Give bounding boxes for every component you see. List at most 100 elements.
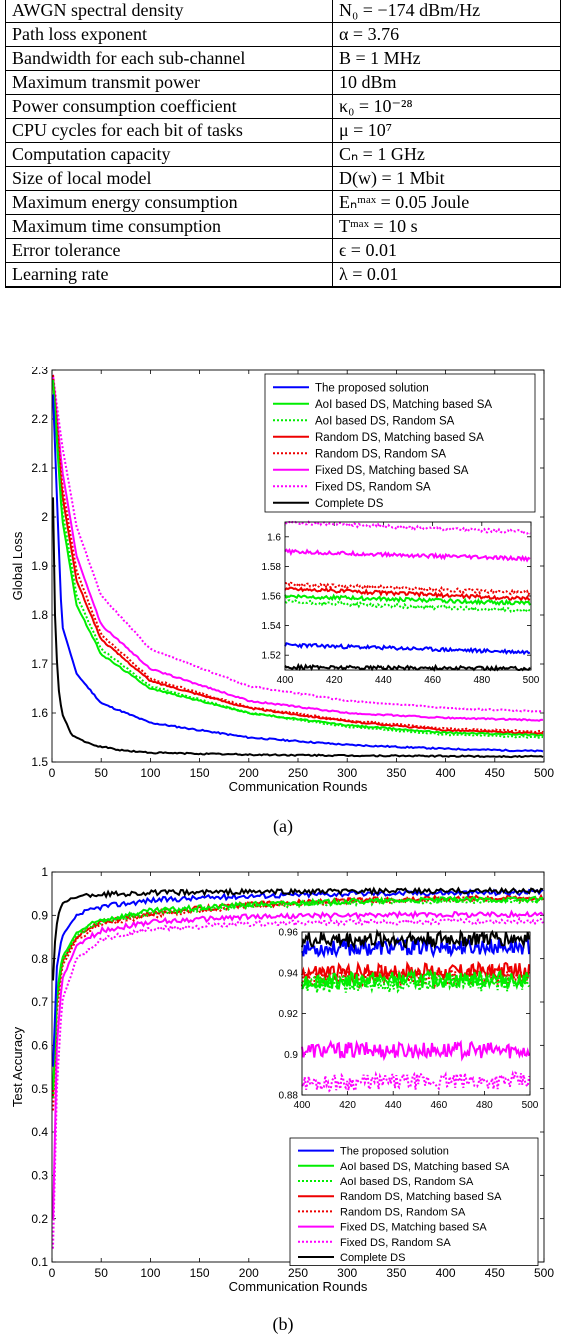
parameter-value: 10 dBm	[332, 70, 561, 95]
parameter-name: Error tolerance	[5, 238, 333, 263]
x-tick-label: 450	[485, 1266, 505, 1280]
x-tick-label: 500	[534, 1266, 554, 1280]
inset-y-tick-label: 0.96	[279, 928, 299, 939]
inset-series-line	[301, 972, 530, 994]
legend-entry: The proposed solution	[340, 1146, 449, 1158]
series-line	[52, 886, 544, 981]
parameter-name: Maximum transmit power	[5, 70, 333, 95]
parameter-value: μ = 10⁷	[332, 118, 561, 143]
x-tick-label: 50	[95, 1266, 109, 1280]
series-line	[52, 916, 544, 1249]
y-tick-label: 2	[41, 510, 48, 524]
legend-entry: Fixed DS, Matching based SA	[315, 465, 469, 477]
inset-y-tick-label: 1.52	[262, 651, 282, 662]
parameter-name: Size of local model	[5, 166, 333, 191]
parameter-value: ϵ = 0.01	[332, 238, 561, 263]
inset-series-line	[301, 1070, 531, 1094]
parameter-value: α = 3.76	[332, 22, 561, 47]
y-tick-label: 0.5	[31, 1082, 48, 1096]
inset-x-tick-label: 480	[473, 675, 490, 686]
y-tick-label: 1.5	[31, 755, 48, 769]
parameter-name: Power consumption coefficient	[5, 94, 333, 119]
x-tick-label: 50	[95, 766, 109, 780]
y-tick-label: 1.6	[31, 706, 48, 720]
inset-series-line	[284, 581, 531, 598]
inset-series-line	[284, 548, 531, 563]
inset-series-line	[301, 1039, 531, 1062]
y-tick-label: 2.2	[31, 412, 48, 426]
inset-x-tick-label: 460	[424, 675, 441, 686]
inset-series-line	[284, 520, 531, 536]
table-row: Size of local model D(w) = 1 Mbit	[5, 166, 561, 191]
inset-series-line	[301, 928, 531, 951]
series-line	[52, 374, 544, 713]
table-row: Maximum energy consumption Eₙᵐᵃˣ = 0.05 J…	[5, 190, 561, 215]
parameter-value: Cₙ = 1 GHz	[332, 142, 561, 167]
parameter-value: D(w) = 1 Mbit	[332, 166, 561, 191]
y-tick-label: 1.9	[31, 559, 48, 573]
axes-frame	[51, 369, 545, 763]
x-tick-label: 300	[337, 766, 357, 780]
series-line	[52, 896, 544, 1099]
y-tick-label: 1.8	[31, 608, 48, 622]
legend-entry: Complete DS	[340, 1252, 405, 1264]
inset-series-line	[301, 968, 530, 991]
y-tick-label: 0.1	[31, 1255, 48, 1269]
x-tick-label: 250	[288, 766, 308, 780]
legend-entry: Random DS, Matching based SA	[315, 432, 484, 444]
parameter-value: λ = 0.01	[332, 262, 561, 288]
parameter-name: Bandwidth for each sub-channel	[5, 46, 333, 71]
inset-x-tick-label: 440	[385, 1100, 402, 1111]
parameter-value: B = 1 MHz	[332, 46, 561, 71]
table-row: Power consumption coefficient κ₀ = 10⁻²⁸	[5, 94, 561, 119]
y-tick-label: 2.3	[31, 367, 48, 377]
legend-entry: Fixed DS, Random SA	[315, 481, 431, 493]
table-row: Bandwidth for each sub-channel B = 1 MHz	[5, 46, 561, 71]
parameter-name: Path loss exponent	[5, 22, 333, 47]
x-tick-label: 300	[337, 1266, 357, 1280]
legend-entry: AoI based DS, Matching based SA	[340, 1161, 510, 1173]
parameter-value: κ₀ = 10⁻²⁸	[332, 94, 561, 119]
parameter-value: Tᵐᵃˣ = 10 s	[332, 214, 561, 239]
legend-entry: Random DS, Matching based SA	[340, 1191, 502, 1203]
legend-entry: Random DS, Random SA	[340, 1206, 466, 1218]
figure-a-caption: (a)	[273, 816, 293, 836]
inset-series-line	[284, 593, 531, 606]
inset-y-tick-label: 0.92	[279, 1009, 299, 1020]
table-row: Maximum time consumption Tᵐᵃˣ = 10 s	[5, 214, 561, 239]
y-tick-label: 1.7	[31, 657, 48, 671]
legend-entry: AoI based DS, Matching based SA	[315, 399, 492, 411]
x-tick-label: 0	[49, 766, 56, 780]
inset-frame	[301, 931, 531, 1096]
y-tick-label: 0.2	[31, 1212, 48, 1226]
x-tick-label: 350	[386, 766, 406, 780]
legend-entry: Complete DS	[315, 498, 384, 510]
table-row: Learning rate λ = 0.01	[5, 262, 561, 288]
legend-entry: AoI based DS, Random SA	[340, 1176, 474, 1188]
table-row: Error tolerance ϵ = 0.01	[5, 238, 561, 263]
inset-x-tick-label: 500	[523, 675, 540, 686]
legend-entry: AoI based DS, Random SA	[315, 415, 455, 427]
x-tick-label: 150	[190, 1266, 210, 1280]
legend-entry: Random DS, Random SA	[315, 448, 446, 460]
x-axis-label: Communication Rounds	[229, 779, 368, 794]
inset-x-tick-label: 420	[339, 1100, 356, 1111]
x-tick-label: 150	[190, 766, 210, 780]
legend-box	[264, 373, 536, 513]
series-line	[52, 497, 544, 759]
inset-series-line	[284, 586, 531, 603]
parameter-name: Computation capacity	[5, 142, 333, 167]
x-tick-label: 350	[386, 1266, 406, 1280]
y-tick-label: 2.1	[31, 461, 48, 475]
y-axis-label: Global Loss	[10, 531, 25, 600]
inset-x-tick-label: 480	[476, 1100, 493, 1111]
inset-series-line	[284, 662, 531, 672]
legend-box	[289, 1137, 539, 1266]
y-tick-label: 0.7	[31, 995, 48, 1009]
y-tick-label: 0.6	[31, 1039, 48, 1053]
parameter-name: Maximum time consumption	[5, 214, 333, 239]
inset-x-tick-label: 440	[375, 675, 392, 686]
series-line	[52, 394, 544, 753]
series-line	[52, 379, 544, 735]
figure-a-global-loss: 0 50 100 150 200 250 300 350 400 450 500 1.5 1.6 1.7 1…	[10, 367, 554, 794]
